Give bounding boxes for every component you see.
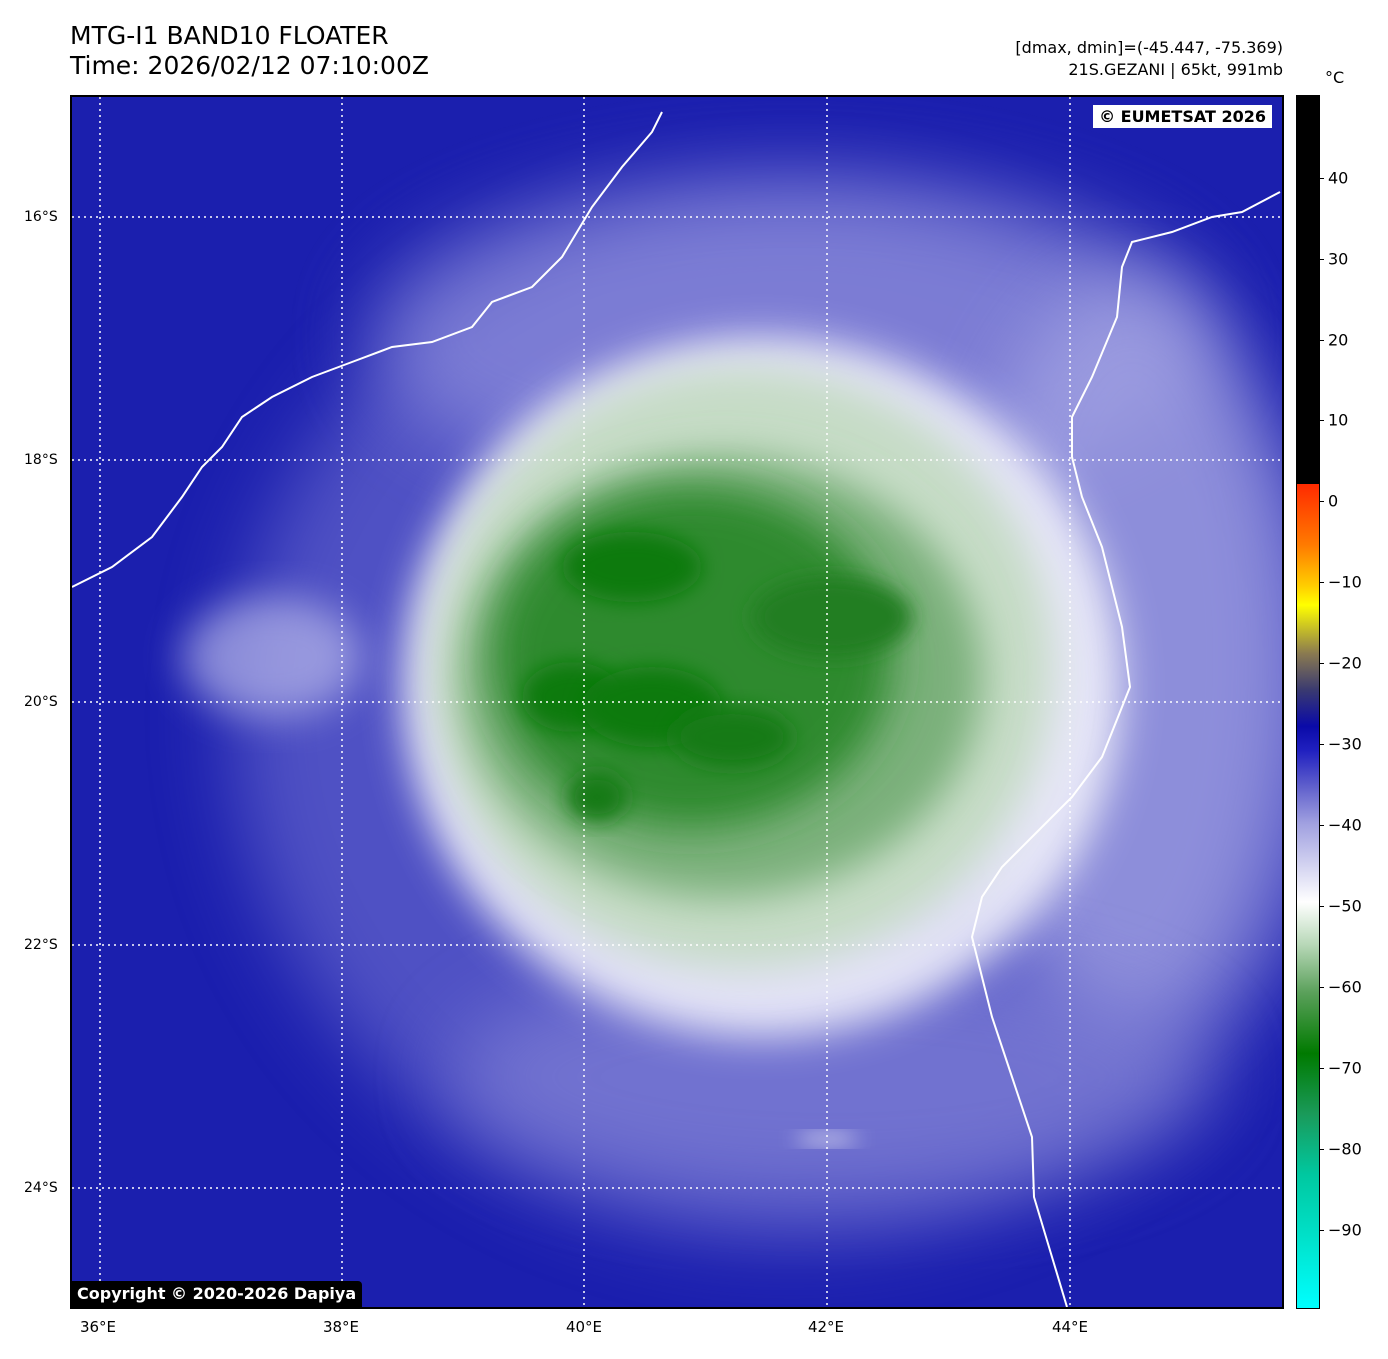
y-tick-label: 22°S bbox=[24, 937, 58, 953]
colorbar-tick-mark bbox=[1319, 340, 1324, 341]
colorbar-tick-mark bbox=[1319, 420, 1324, 421]
colorbar-tick-mark bbox=[1319, 582, 1324, 583]
colorbar-tick-label: −60 bbox=[1328, 977, 1362, 997]
colorbar-tick-mark bbox=[1319, 1068, 1324, 1069]
colorbar-tick-label: −90 bbox=[1328, 1220, 1362, 1240]
x-tick-label: 42°E bbox=[807, 1318, 845, 1336]
colorbar-tick-label: −30 bbox=[1328, 734, 1362, 754]
colorbar-tick-mark bbox=[1319, 178, 1324, 179]
colorbar-tick-mark bbox=[1319, 1149, 1324, 1150]
colorbar-tick-mark bbox=[1319, 663, 1324, 664]
copyright-badge: Copyright © 2020-2026 Dapiya bbox=[72, 1281, 363, 1307]
y-tick-label: 18°S bbox=[24, 452, 58, 468]
colorbar-tick-label: 10 bbox=[1328, 410, 1349, 430]
eumetsat-badge: © EUMETSAT 2026 bbox=[1093, 105, 1272, 128]
colorbar-tick-label: −10 bbox=[1328, 572, 1362, 592]
colorbar-tick-mark bbox=[1319, 825, 1324, 826]
colorbar-tick-label: 20 bbox=[1328, 330, 1349, 350]
x-tick-label: 36°E bbox=[79, 1318, 117, 1336]
colorbar-unit: °C bbox=[1325, 68, 1345, 87]
y-tick-label: 20°S bbox=[24, 694, 58, 710]
y-tick-label: 24°S bbox=[24, 1180, 58, 1196]
colorbar-tick-mark bbox=[1319, 987, 1324, 988]
colorbar-tick-label: −40 bbox=[1328, 815, 1362, 835]
mozambique-coastline bbox=[72, 111, 663, 588]
colorbar-tick-label: −80 bbox=[1328, 1139, 1362, 1159]
colorbar-tick-label: −70 bbox=[1328, 1058, 1362, 1078]
colorbar-tick-label: 40 bbox=[1328, 168, 1349, 188]
storm-info: 21S.GEZANI | 65kt, 991mb bbox=[1068, 60, 1283, 79]
colorbar-tick-label: −20 bbox=[1328, 653, 1362, 673]
colorbar-tick-mark bbox=[1319, 744, 1324, 745]
x-tick-label: 40°E bbox=[565, 1318, 603, 1336]
chart-time: Time: 2026/02/12 07:10:00Z bbox=[70, 51, 429, 80]
colorbar bbox=[1296, 95, 1320, 1309]
x-tick-label: 38°E bbox=[322, 1318, 360, 1336]
colorbar-tick-mark bbox=[1319, 259, 1324, 260]
colorbar-tick-mark bbox=[1319, 906, 1324, 907]
satellite-imagery bbox=[72, 97, 1282, 1307]
colorbar-tick-label: −50 bbox=[1328, 896, 1362, 916]
graticule bbox=[72, 97, 1282, 1307]
colorbar-tick-mark bbox=[1319, 501, 1324, 502]
colorbar-tick-mark bbox=[1319, 1230, 1324, 1231]
dmax-dmin-info: [dmax, dmin]=(-45.447, -75.369) bbox=[1015, 38, 1283, 57]
satellite-map: © EUMETSAT 2026 Copyright © 2020-2026 Da… bbox=[70, 95, 1284, 1309]
colorbar-tick-label: 30 bbox=[1328, 249, 1349, 269]
x-tick-label: 44°E bbox=[1051, 1318, 1089, 1336]
colorbar-tick-label: 0 bbox=[1328, 491, 1339, 511]
chart-title: MTG-I1 BAND10 FLOATER bbox=[70, 21, 389, 50]
y-tick-label: 16°S bbox=[24, 209, 58, 225]
madagascar-coastline bbox=[970, 191, 1281, 1307]
